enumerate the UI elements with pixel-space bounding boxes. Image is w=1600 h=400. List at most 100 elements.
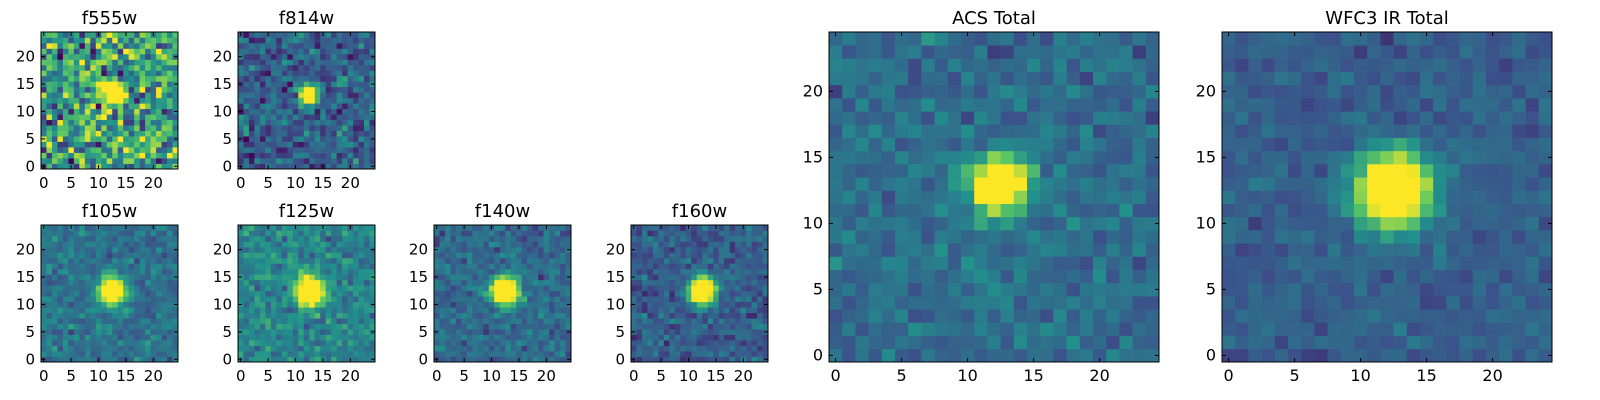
heatmap-cell xyxy=(101,130,108,137)
heatmap-cell xyxy=(347,296,354,303)
heatmap-cell xyxy=(331,312,337,319)
heatmap-cell xyxy=(842,322,856,336)
heatmap-cell xyxy=(336,257,343,264)
heatmap-cell xyxy=(106,323,113,330)
heatmap-cell xyxy=(527,301,533,308)
heatmap-cell xyxy=(735,246,741,253)
heatmap-cell xyxy=(101,334,108,341)
heatmap-cell xyxy=(740,257,747,264)
heatmap-cell xyxy=(735,290,741,297)
heatmap-cell xyxy=(685,263,692,270)
heatmap-cell xyxy=(1106,243,1120,257)
heatmap-cell xyxy=(84,48,91,55)
heatmap-cell xyxy=(1132,45,1147,59)
heatmap-cell xyxy=(680,340,687,346)
heatmap-cell xyxy=(364,125,370,131)
heatmap-cell xyxy=(95,351,102,357)
heatmap-cell xyxy=(881,230,896,244)
heatmap-cell xyxy=(134,329,140,335)
heatmap-cell xyxy=(112,312,119,319)
heatmap-cell xyxy=(134,323,140,330)
heatmap-cell xyxy=(1301,282,1315,297)
heatmap-cell xyxy=(908,282,922,297)
heatmap-cell xyxy=(369,152,376,159)
heatmap-cell xyxy=(713,340,720,346)
heatmap-cell xyxy=(947,71,962,86)
heatmap-cell xyxy=(101,329,108,335)
heatmap-cell xyxy=(270,59,277,66)
heatmap-cell xyxy=(270,263,277,270)
heatmap-cell xyxy=(331,48,337,55)
heatmap-cell xyxy=(90,246,97,253)
heatmap-cell xyxy=(987,243,1001,257)
heatmap-cell xyxy=(444,257,451,264)
heatmap-cell xyxy=(439,257,446,264)
heatmap-cell xyxy=(369,334,376,341)
heatmap-cell xyxy=(510,307,517,314)
heatmap-cell xyxy=(751,225,758,231)
heatmap-cell xyxy=(527,340,533,346)
heatmap-cell xyxy=(167,114,173,121)
heatmap-cell xyxy=(270,301,277,308)
heatmap-cell xyxy=(309,279,316,286)
heatmap-cell xyxy=(1248,177,1262,191)
heatmap-cell xyxy=(320,329,327,335)
heatmap-cell xyxy=(691,318,698,324)
heatmap-cell xyxy=(134,48,140,55)
heatmap-cell xyxy=(336,59,343,66)
heatmap-cell xyxy=(254,241,261,248)
heatmap-cell xyxy=(674,307,681,314)
heatmap-cell xyxy=(303,147,310,153)
heatmap-cell xyxy=(145,257,151,264)
heatmap-cell xyxy=(112,32,119,38)
heatmap-cell xyxy=(521,274,528,281)
x-tick-label: 20 xyxy=(341,174,360,192)
heatmap-cell xyxy=(303,37,310,44)
heatmap-cell xyxy=(1406,335,1421,350)
heatmap-cell xyxy=(358,329,365,335)
heatmap-cell xyxy=(62,241,69,248)
heatmap-cell xyxy=(320,241,327,248)
heatmap-cell xyxy=(855,216,869,231)
heatmap-cell xyxy=(46,329,53,335)
heatmap-cell xyxy=(46,290,53,297)
heatmap-cell xyxy=(696,307,703,314)
heatmap-cell xyxy=(51,114,58,121)
heatmap-cell xyxy=(724,225,730,231)
heatmap-cell xyxy=(855,322,869,336)
heatmap-cell xyxy=(647,235,654,242)
heatmap-cell xyxy=(167,147,173,153)
heatmap-cell xyxy=(1261,177,1276,191)
heatmap-cell xyxy=(167,230,173,237)
heatmap-cell xyxy=(309,296,316,303)
heatmap-cell xyxy=(477,290,484,297)
heatmap-cell xyxy=(718,235,725,242)
x-tick-label: 0 xyxy=(236,174,246,192)
heatmap-cell xyxy=(757,301,763,308)
heatmap-cell xyxy=(1393,177,1408,191)
heatmap-cell xyxy=(510,246,517,253)
heatmap-cell xyxy=(292,301,299,308)
heatmap-cell xyxy=(270,225,277,231)
heatmap-cell xyxy=(238,263,244,270)
heatmap-cell xyxy=(331,103,337,110)
heatmap-cell xyxy=(117,252,124,259)
heatmap-cell xyxy=(156,340,162,346)
heatmap-cell xyxy=(947,256,962,270)
heatmap-cell xyxy=(1066,309,1081,323)
heatmap-cell xyxy=(167,158,173,164)
heatmap-cell xyxy=(842,335,856,350)
heatmap-cell xyxy=(62,290,69,297)
heatmap-cell xyxy=(73,246,80,253)
heatmap-cell xyxy=(521,307,528,314)
heatmap-cell xyxy=(1486,190,1500,204)
heatmap-cell xyxy=(1027,269,1041,284)
heatmap-cell xyxy=(167,108,173,115)
heatmap-cell xyxy=(434,263,440,270)
heatmap-cell xyxy=(494,246,501,253)
heatmap-cell xyxy=(254,323,261,330)
heatmap-cell xyxy=(439,340,446,346)
heatmap-cell xyxy=(347,274,354,281)
heatmap-cell xyxy=(303,263,310,270)
heatmap-cell xyxy=(713,334,720,341)
